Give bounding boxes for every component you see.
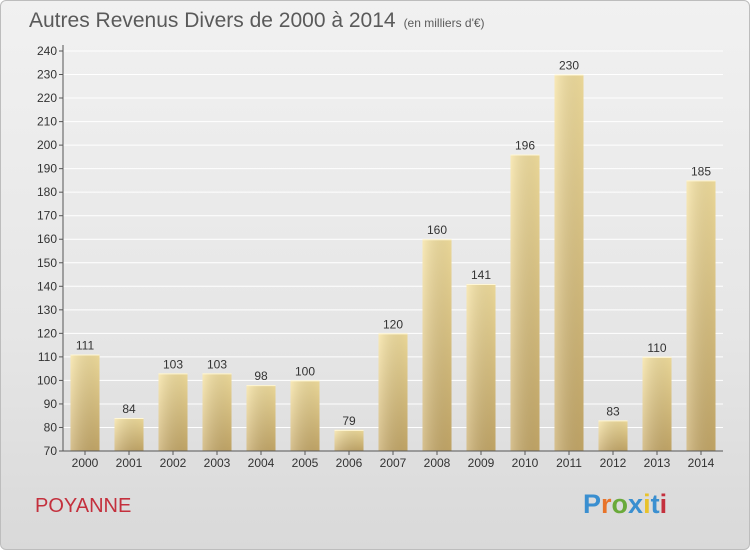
logo-letter: i: [643, 489, 651, 519]
x-tick-label: 2010: [512, 456, 539, 470]
axes: [62, 45, 723, 452]
x-tick-label: 2013: [644, 456, 671, 470]
bar-shade: [246, 385, 276, 451]
x-tick-label: 2000: [72, 456, 99, 470]
x-tick-label: 2012: [600, 456, 627, 470]
bar-shade: [598, 420, 628, 451]
chart-title: Autres Revenus Divers de 2000 à 2014 (en …: [29, 9, 485, 33]
y-tick-label: 160: [37, 232, 57, 246]
bar-shade: [202, 373, 232, 451]
data-label: 98: [254, 369, 268, 383]
x-tick-label: 2001: [116, 456, 143, 470]
data-label: 103: [163, 357, 183, 371]
y-tick-label: 140: [37, 279, 57, 293]
data-labels: 111 84 103 103 98 100 79 120 160 141 196 230 83 110 18…: [76, 59, 711, 428]
x-tick-label: 2004: [248, 456, 275, 470]
y-tick-label: 150: [37, 256, 57, 270]
logo-letter: P: [583, 489, 602, 519]
y-tick-label: 170: [37, 209, 57, 223]
y-tick-label: 80: [44, 420, 58, 434]
data-label: 103: [207, 357, 227, 371]
data-label: 110: [647, 341, 666, 355]
bar-shade: [158, 373, 188, 451]
y-tick-label: 120: [37, 326, 57, 340]
x-tick-label: 2005: [292, 456, 319, 470]
data-label: 100: [295, 364, 315, 378]
bar-shade: [378, 333, 408, 451]
y-tick-label: 110: [38, 350, 57, 364]
commune-name: POYANNE: [35, 495, 132, 517]
data-label: 79: [342, 414, 356, 428]
y-tick-label: 70: [44, 444, 58, 458]
logo-letter: i: [659, 489, 668, 519]
y-tick-label: 130: [37, 303, 57, 317]
x-tick-label: 2009: [468, 456, 495, 470]
y-tick-label: 240: [37, 44, 57, 58]
x-tick-label: 2011: [556, 456, 582, 470]
chart-subtitle: (en milliers d'€): [403, 16, 485, 30]
data-label: 83: [606, 404, 620, 418]
bars: [70, 74, 716, 452]
proxiti-logo: Proxiti: [583, 489, 667, 520]
y-tick-label: 180: [37, 185, 57, 199]
chart-title-text: Autres Revenus Divers de 2000 à 2014: [29, 9, 396, 32]
x-axis-ticks: 2000 2001 2002 2003 2004 2005 2006 2007 2008 2009…: [72, 451, 715, 470]
y-tick-label: 190: [37, 162, 57, 176]
bar-shade: [686, 180, 716, 452]
data-label: 196: [515, 139, 535, 153]
y-tick-label: 220: [37, 91, 57, 105]
y-tick-label: 210: [37, 115, 57, 129]
x-tick-label: 2014: [688, 456, 715, 470]
data-label: 141: [471, 268, 491, 282]
bar-shade: [642, 356, 672, 451]
data-label: 111: [76, 339, 95, 353]
bar-shade: [290, 380, 320, 451]
grid-lines: [63, 50, 723, 428]
x-tick-label: 2002: [160, 456, 187, 470]
data-label: 84: [122, 402, 136, 416]
bar-shade: [422, 239, 452, 451]
logo-letter: o: [611, 489, 629, 519]
logo-letter: x: [628, 489, 644, 519]
data-label: 185: [691, 164, 711, 178]
x-tick-label: 2006: [336, 456, 363, 470]
bar-shade: [554, 74, 584, 451]
y-tick-label: 100: [37, 373, 57, 387]
bar-shade: [510, 154, 540, 451]
y-tick-label: 230: [37, 68, 57, 82]
data-label: 230: [559, 59, 579, 73]
x-tick-label: 2008: [424, 456, 451, 470]
data-label: 160: [427, 223, 447, 237]
x-tick-label: 2003: [204, 456, 231, 470]
y-axis-ticks: 70 80 90 100 110 120 130 140 150 160 170 180 190 200 2…: [37, 44, 63, 458]
y-tick-label: 90: [44, 397, 58, 411]
y-tick-label: 200: [37, 138, 57, 152]
logo-letter: t: [650, 489, 660, 519]
x-tick-label: 2007: [380, 456, 407, 470]
bar-shade: [70, 354, 100, 451]
bar-shade: [466, 283, 496, 451]
bar-shade: [114, 418, 144, 451]
data-label: 120: [383, 317, 403, 331]
logo-letter: r: [601, 489, 612, 519]
bar-shade: [334, 429, 364, 451]
